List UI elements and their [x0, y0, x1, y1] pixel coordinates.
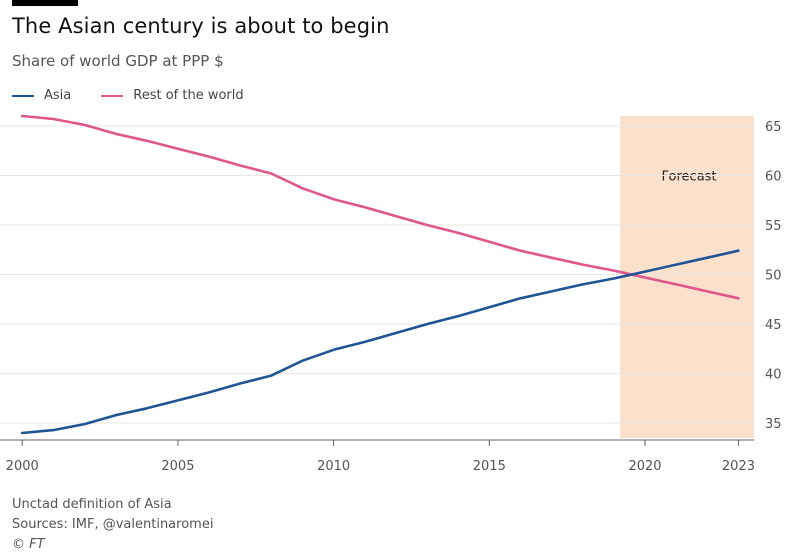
footnote-sources: Sources: IMF, @valentinaromei — [12, 517, 214, 532]
legend-label-rest: Rest of the world — [133, 88, 244, 103]
x-tick-label: 2015 — [473, 459, 506, 474]
y-tick-label: 60 — [765, 169, 782, 184]
line-chart: Forecast 35 40 45 50 55 60 65 2000 2005 2010 2015 20… — [0, 114, 782, 474]
x-tick-label: 2010 — [317, 459, 350, 474]
y-tick-label: 45 — [765, 318, 782, 333]
y-tick-label: 35 — [765, 417, 782, 432]
legend-swatch-rest — [101, 94, 124, 97]
y-tick-label: 55 — [765, 219, 782, 234]
ft-credit: © FT — [12, 537, 45, 552]
series-line-rest-of-world — [20, 114, 740, 300]
legend-item-rest: Rest of the world — [101, 88, 244, 103]
series-line-asia — [20, 249, 740, 435]
legend: Asia Rest of the world — [12, 88, 244, 103]
x-tick-label: 2023 — [722, 459, 755, 474]
legend-item-asia: Asia — [12, 88, 71, 103]
footnote-definition: Unctad definition of Asia — [12, 497, 172, 512]
y-tick-label: 65 — [765, 120, 782, 135]
forecast-label: Forecast — [662, 169, 717, 184]
x-tick-label: 2000 — [6, 459, 39, 474]
y-tick-label: 50 — [765, 269, 782, 284]
legend-label-asia: Asia — [44, 88, 72, 103]
x-tick-label: 2020 — [628, 459, 661, 474]
y-tick-label: 40 — [765, 368, 782, 383]
chart-title: The Asian century is about to begin — [12, 14, 390, 38]
brand-bar — [12, 0, 78, 6]
legend-swatch-asia — [12, 94, 34, 97]
x-tick-label: 2005 — [161, 459, 194, 474]
chart-subtitle: Share of world GDP at PPP $ — [12, 52, 224, 70]
